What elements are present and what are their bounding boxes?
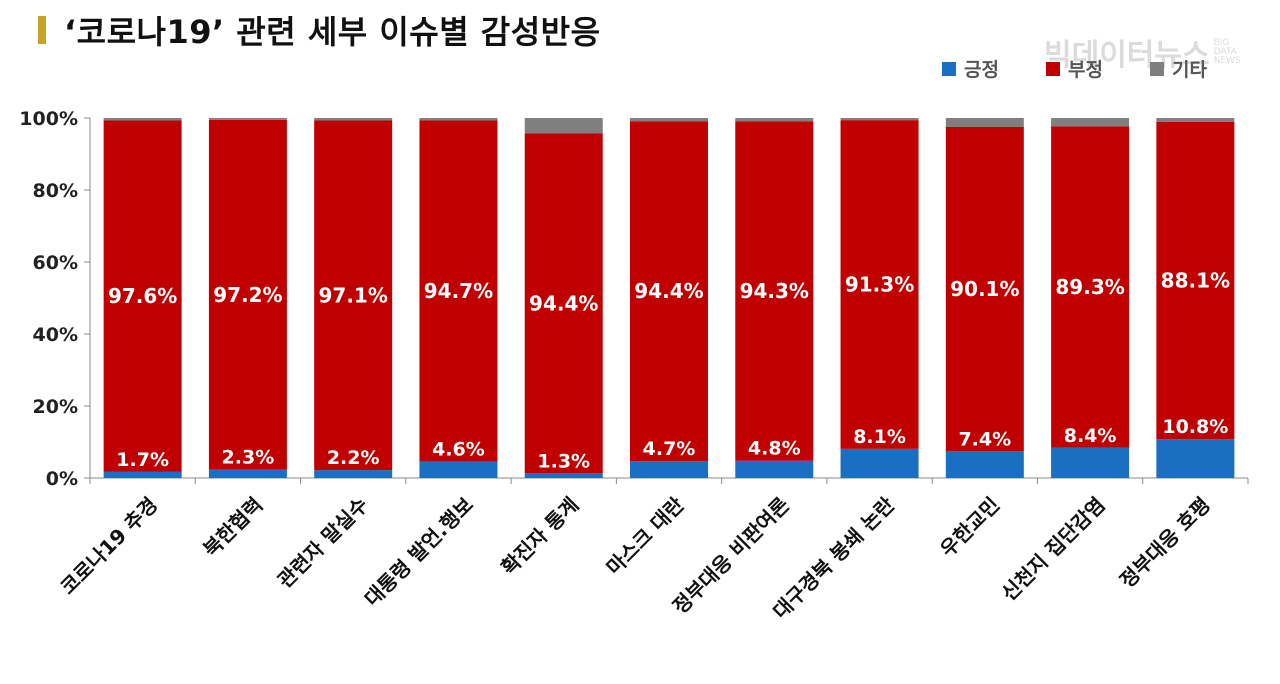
bar-segment-positive	[208, 469, 287, 478]
bar-segment-positive	[840, 448, 919, 478]
bar-segment-negative	[840, 120, 919, 449]
bar-segment-positive	[524, 473, 603, 478]
data-label-positive: 4.7%	[643, 438, 696, 460]
bar-segment-negative	[103, 120, 182, 472]
bar-segment-other	[419, 118, 498, 121]
bar-segment-other	[1051, 118, 1130, 127]
y-tick-label: 100%	[19, 108, 78, 130]
bar-segment-other	[1156, 118, 1235, 122]
chart-title: ‘코로나19’ 관련 세부 이슈별 감성반응	[64, 13, 601, 51]
title-accent-bar	[38, 16, 46, 44]
bar-segment-other	[524, 118, 603, 134]
legend-label: 긍정	[964, 59, 999, 81]
x-category-label: 관련자 말실수	[273, 493, 373, 593]
x-category-label: 북한협력	[198, 493, 267, 562]
watermark-main: 빅데이터뉴스	[1044, 38, 1210, 73]
bar-segment-negative	[208, 119, 287, 470]
data-label-negative: 94.7%	[424, 279, 493, 303]
bar-segment-positive	[735, 460, 814, 478]
data-label-negative: 97.1%	[318, 283, 387, 307]
data-label-positive: 1.3%	[537, 450, 590, 472]
y-tick-label: 0%	[46, 468, 78, 490]
legend-label: 기타	[1172, 59, 1207, 81]
data-label-negative: 89.3%	[1055, 275, 1124, 299]
x-category-label: 우한교민	[935, 493, 1004, 562]
bar-segment-positive	[630, 461, 708, 478]
bar-segment-negative	[419, 120, 498, 462]
bar-segment-other	[735, 118, 814, 122]
data-label-negative: 91.3%	[845, 273, 914, 297]
legend-swatch	[1150, 62, 1164, 76]
data-label-negative: 97.2%	[213, 283, 282, 307]
bar-segment-other	[314, 118, 393, 121]
bar-segment-positive	[103, 471, 182, 478]
data-label-negative: 94.4%	[529, 291, 598, 315]
bar-segment-positive	[419, 461, 498, 478]
chart-title-block: ‘코로나19’ 관련 세부 이슈별 감성반응	[38, 8, 601, 52]
bar-segment-other	[208, 118, 287, 120]
bar-segment-negative	[314, 120, 393, 471]
data-label-negative: 97.6%	[108, 284, 177, 308]
bar-segment-negative	[630, 121, 708, 462]
bar-segment-other	[945, 118, 1024, 127]
data-label-positive: 2.2%	[327, 447, 380, 469]
bar-segment-other	[103, 118, 182, 121]
data-label-positive: 8.4%	[1064, 425, 1117, 447]
x-category-label: 마스크 대란	[602, 492, 689, 579]
legend-label: 부정	[1068, 59, 1103, 81]
bar-segment-negative	[735, 121, 814, 461]
bar-segment-negative	[945, 127, 1024, 452]
bar-segment-other	[840, 118, 919, 121]
data-label-positive: 4.8%	[748, 438, 801, 460]
data-label-positive: 7.4%	[958, 428, 1011, 450]
legend-swatch	[942, 62, 956, 76]
data-label-positive: 4.6%	[432, 438, 485, 460]
data-label-positive: 10.8%	[1162, 416, 1228, 438]
bar-segment-negative	[524, 133, 603, 474]
watermark-sub: BIG DATA NEWS	[1213, 37, 1241, 66]
y-tick-label: 20%	[33, 396, 78, 418]
x-category-label: 신천지 집단감염	[997, 493, 1110, 606]
data-label-positive: 1.7%	[116, 449, 169, 471]
bar-segment-positive	[1051, 447, 1130, 478]
watermark-logo: 빅데이터뉴스 BIG DATA NEWS	[1044, 30, 1254, 74]
y-tick-label: 80%	[33, 180, 78, 202]
x-category-label: 코로나19 추경	[56, 493, 163, 600]
bar-segment-positive	[945, 451, 1024, 478]
data-label-negative: 90.1%	[950, 277, 1019, 301]
bar-segment-positive	[314, 470, 393, 478]
y-tick-label: 60%	[33, 252, 78, 274]
data-label-positive: 8.1%	[853, 426, 906, 448]
legend-swatch	[1046, 62, 1060, 76]
data-label-negative: 88.1%	[1161, 269, 1230, 293]
data-label-negative: 94.3%	[740, 279, 809, 303]
x-category-label: 확진자 통계	[496, 493, 583, 580]
x-category-label: 대통령 발언.행보	[360, 493, 478, 611]
bar-segment-negative	[1051, 126, 1130, 448]
bar-segment-other	[630, 118, 708, 122]
bar-segment-positive	[1156, 439, 1235, 478]
y-tick-label: 40%	[33, 324, 78, 346]
x-category-label: 정부대응 호평	[1115, 493, 1215, 593]
bar-segment-negative	[1156, 121, 1235, 440]
data-label-negative: 94.4%	[634, 279, 703, 303]
data-label-positive: 2.3%	[222, 447, 275, 469]
